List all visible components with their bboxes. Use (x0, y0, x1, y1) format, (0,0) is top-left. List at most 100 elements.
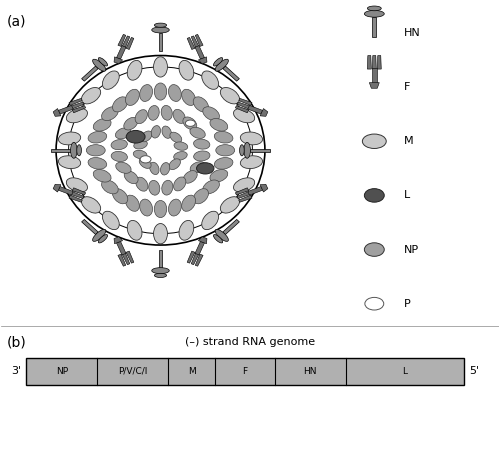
Ellipse shape (126, 89, 140, 105)
Ellipse shape (183, 117, 197, 130)
Ellipse shape (154, 201, 166, 217)
Polygon shape (116, 242, 126, 255)
Ellipse shape (66, 109, 87, 123)
Ellipse shape (127, 220, 142, 240)
Ellipse shape (162, 180, 173, 195)
Text: M: M (404, 136, 414, 146)
Polygon shape (72, 106, 86, 113)
Polygon shape (198, 57, 207, 64)
Ellipse shape (364, 189, 384, 202)
Ellipse shape (202, 211, 218, 230)
Ellipse shape (127, 60, 142, 80)
Ellipse shape (112, 189, 128, 204)
Polygon shape (114, 237, 122, 244)
Ellipse shape (220, 197, 240, 213)
Polygon shape (195, 254, 203, 266)
Ellipse shape (98, 58, 108, 66)
Ellipse shape (184, 171, 197, 183)
Polygon shape (58, 105, 73, 114)
Text: F: F (242, 367, 248, 376)
Text: NP: NP (56, 367, 68, 376)
Ellipse shape (179, 220, 194, 240)
Polygon shape (82, 66, 98, 81)
Ellipse shape (214, 235, 222, 243)
Ellipse shape (102, 107, 118, 121)
Ellipse shape (240, 145, 244, 156)
Polygon shape (198, 237, 207, 244)
Text: (b): (b) (6, 336, 26, 349)
Ellipse shape (150, 162, 159, 174)
Ellipse shape (135, 110, 147, 123)
Ellipse shape (190, 127, 206, 138)
Ellipse shape (134, 140, 147, 149)
Ellipse shape (193, 97, 208, 112)
Ellipse shape (111, 152, 128, 162)
Ellipse shape (234, 178, 254, 192)
Ellipse shape (154, 57, 168, 77)
Ellipse shape (174, 152, 187, 160)
Ellipse shape (234, 109, 254, 123)
Ellipse shape (116, 162, 131, 173)
Polygon shape (118, 254, 126, 266)
Polygon shape (222, 66, 240, 81)
Ellipse shape (162, 126, 172, 138)
Polygon shape (248, 187, 262, 195)
Text: P/V/C/I: P/V/C/I (118, 367, 148, 376)
Ellipse shape (190, 162, 206, 173)
Ellipse shape (214, 58, 222, 66)
Polygon shape (69, 195, 82, 202)
Ellipse shape (134, 150, 147, 159)
Ellipse shape (151, 126, 160, 138)
Polygon shape (372, 17, 376, 38)
Polygon shape (116, 46, 126, 59)
Ellipse shape (203, 107, 220, 121)
Polygon shape (378, 55, 382, 69)
Polygon shape (248, 105, 262, 114)
Ellipse shape (58, 156, 80, 168)
Ellipse shape (77, 145, 82, 156)
Ellipse shape (240, 156, 262, 168)
Polygon shape (236, 188, 248, 195)
Polygon shape (53, 184, 61, 192)
Polygon shape (237, 192, 250, 198)
Ellipse shape (124, 118, 138, 130)
Polygon shape (260, 109, 268, 116)
Ellipse shape (215, 59, 228, 71)
Polygon shape (195, 35, 203, 46)
Polygon shape (238, 195, 252, 202)
Ellipse shape (82, 88, 100, 104)
Ellipse shape (168, 199, 181, 216)
Ellipse shape (194, 139, 210, 149)
Polygon shape (238, 99, 252, 105)
Ellipse shape (362, 134, 386, 148)
Ellipse shape (364, 243, 384, 257)
Ellipse shape (140, 84, 152, 101)
Ellipse shape (196, 163, 214, 174)
Ellipse shape (70, 143, 77, 158)
Polygon shape (372, 68, 377, 83)
Polygon shape (118, 35, 126, 46)
Ellipse shape (139, 158, 151, 168)
Polygon shape (195, 242, 204, 255)
Polygon shape (122, 252, 130, 265)
Polygon shape (250, 148, 270, 152)
Ellipse shape (140, 199, 152, 216)
Ellipse shape (126, 195, 140, 211)
Ellipse shape (154, 83, 166, 100)
Ellipse shape (240, 132, 262, 145)
Polygon shape (236, 106, 248, 113)
Polygon shape (222, 219, 240, 235)
Ellipse shape (160, 163, 170, 175)
Ellipse shape (174, 142, 188, 150)
Ellipse shape (116, 128, 131, 139)
Ellipse shape (92, 59, 106, 71)
Ellipse shape (216, 145, 234, 156)
Text: HN: HN (304, 367, 317, 376)
Text: F: F (404, 82, 410, 92)
Ellipse shape (124, 171, 138, 183)
Ellipse shape (182, 195, 196, 211)
Polygon shape (158, 33, 162, 51)
Polygon shape (191, 252, 199, 265)
Text: (–) strand RNA genome: (–) strand RNA genome (185, 336, 315, 346)
Ellipse shape (126, 130, 145, 143)
